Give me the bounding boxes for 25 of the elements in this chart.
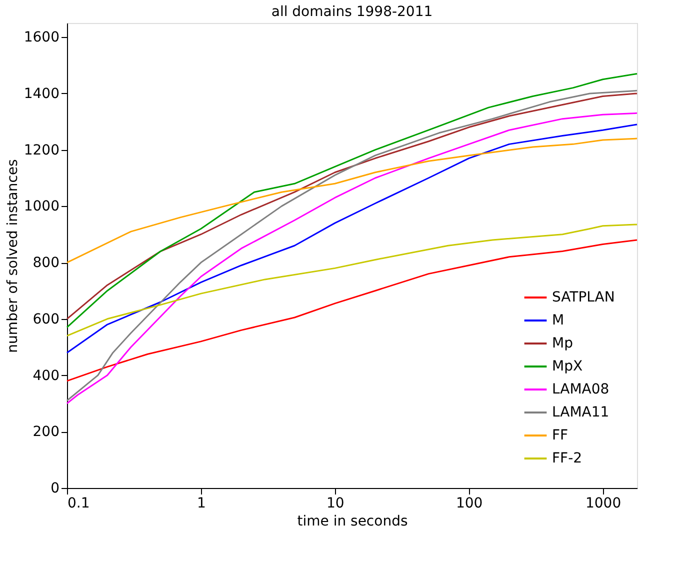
y-tick-label: 1400 [24,86,60,102]
y-tick-label: 1000 [24,198,60,215]
legend-label: FF-2 [552,450,582,466]
y-tick-label: 1200 [24,142,60,158]
legend-label: LAMA08 [552,382,610,398]
legend-label: FF [552,428,568,444]
y-tick-label: 0 [50,480,60,496]
y-tick-label: 600 [32,311,60,328]
legend-label: LAMA11 [552,404,610,420]
legend-label: SATPLAN [552,290,615,306]
x-tick-label: 0.1 [68,496,90,512]
y-tick-label: 800 [32,255,60,272]
legend-label: M [552,312,564,328]
legend-label: MpX [552,358,583,374]
y-tick-label: 200 [32,424,60,440]
legend-label: Mp [552,336,574,352]
y-tick-label: 400 [32,368,60,384]
chart-title: all domains 1998-2011 [271,4,433,20]
x-tick-label: 1 [196,496,206,512]
x-tick-label: 1000 [585,496,622,512]
x-tick-label: 100 [456,496,483,512]
x-tick-label: 10 [326,496,344,512]
y-tick-label: 1600 [24,30,60,46]
y-axis-title: number of solved instances [4,159,21,353]
x-axis-title: time in seconds [297,514,408,530]
